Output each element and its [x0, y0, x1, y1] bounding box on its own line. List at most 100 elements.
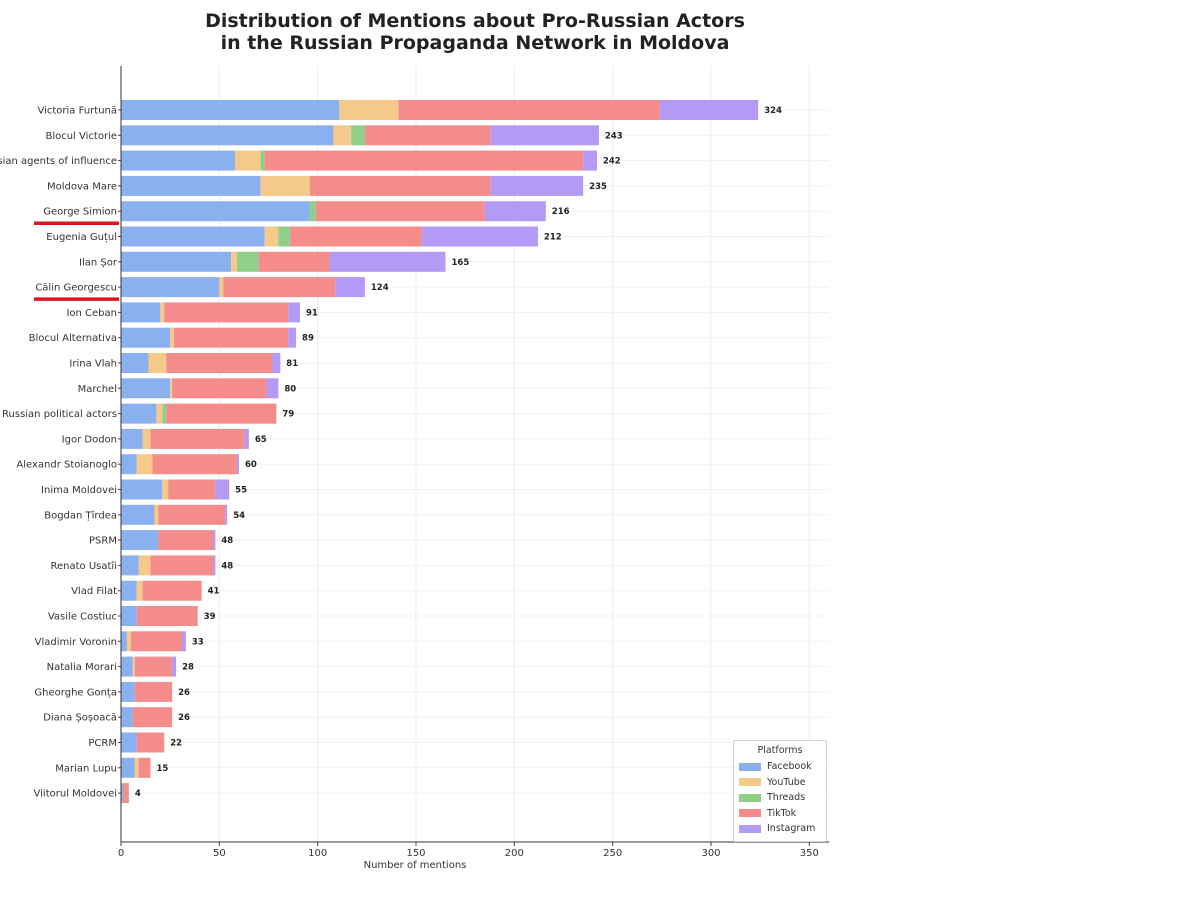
- bar-segment-facebook-george-simion: [121, 201, 310, 222]
- bar-segment-tiktok-natalia-morari: [134, 656, 173, 677]
- bar-total-label: 28: [182, 663, 194, 673]
- bar-segment-tiktok-diana-sosoaca: [132, 707, 173, 728]
- bar-total-label: 48: [221, 536, 233, 546]
- chart-title: Distribution of Mentions about Pro-Russi…: [120, 10, 830, 54]
- bar-total-label: 55: [235, 486, 247, 496]
- bar-segment-instagram-calin-georgescu: [335, 277, 365, 298]
- bar-segment-youtube-russian-political-actors: [156, 403, 163, 424]
- legend-label-youtube: YouTube: [767, 776, 806, 788]
- bar-segment-tiktok-psrm: [158, 530, 214, 551]
- bar-segment-facebook-ilan-sor: [121, 251, 232, 272]
- bar-segment-youtube-moldova-mare: [260, 175, 310, 196]
- bar-segment-threads-blocul-victorie: [351, 125, 365, 146]
- bar-segment-facebook-psrm: [121, 530, 159, 551]
- y-tick-label-gheorghe-gonta: Gheorghe Gonța: [34, 687, 117, 698]
- bar-segment-facebook-blocul-victorie: [121, 125, 334, 146]
- bar-segment-instagram-psrm: [213, 530, 216, 551]
- legend-title: Platforms: [757, 745, 803, 756]
- y-tick-label-vladimir-voronin: Vladimir Voronin: [35, 637, 117, 648]
- bar-segment-youtube-igor-dodon: [142, 428, 151, 449]
- y-tick-label-moldova-mare: Moldova Mare: [47, 181, 117, 192]
- bar-segment-tiktok-gheorghe-gonta: [134, 681, 173, 702]
- bar-segment-tiktok-viitorul-moldovei: [122, 783, 129, 804]
- bar-total-label: 33: [192, 637, 204, 647]
- bar-segment-instagram-blocul-victorie: [490, 125, 599, 146]
- legend-item-threads: Threads: [734, 790, 826, 806]
- bar-segment-facebook-ion-ceban: [121, 302, 161, 323]
- bar-segment-youtube-natalia-morari: [132, 656, 135, 677]
- bar-segment-instagram-inima-moldovei: [215, 479, 230, 500]
- bar-segment-youtube-victoria-furtuna: [339, 100, 399, 120]
- bar-segment-instagram-alexandr-stoianoglo: [237, 454, 239, 475]
- y-tick-label-pcrm: PCRM: [88, 738, 117, 749]
- bar-segment-instagram-renato-usatii: [213, 555, 216, 576]
- legend-label-facebook: Facebook: [767, 761, 812, 773]
- bar-segment-facebook-inima-moldovei: [121, 479, 163, 500]
- bar-segment-tiktok-bogdan-tirdea: [158, 504, 226, 525]
- legend-swatch-threads: [739, 793, 761, 802]
- bar-segment-threads-ilan-sor: [237, 251, 259, 272]
- bar-segment-facebook-alexandr-stoianoglo: [121, 454, 137, 475]
- y-tick-label-vlad-filat: Vlad Filat: [71, 586, 117, 597]
- x-tick-label: 100: [308, 848, 327, 859]
- legend-item-instagram: Instagram: [734, 821, 826, 837]
- y-tick-label-marian-lupu: Marian Lupu: [55, 763, 117, 774]
- bar-segment-youtube-calin-georgescu: [219, 277, 224, 298]
- y-tick-label-natalia-morari: Natalia Morari: [47, 662, 117, 673]
- bar-segment-facebook-russian-agents-of-influence: [121, 150, 236, 171]
- bar-segment-youtube-marian-lupu: [134, 757, 139, 778]
- bar-total-label: 60: [245, 460, 257, 470]
- y-tick-label-alexandr-stoianoglo: Alexandr Stoianoglo: [16, 460, 117, 471]
- bar-segment-instagram-igor-dodon: [244, 428, 249, 449]
- y-tick-label-blocul-victorie: Blocul Victorie: [45, 131, 117, 142]
- bar-segment-tiktok-russian-agents-of-influence: [264, 150, 584, 171]
- bar-total-label: 235: [589, 182, 607, 192]
- y-tick-label-vasile-costiuc: Vasile Costiuc: [48, 612, 117, 623]
- bar-segment-tiktok-pcrm: [136, 732, 165, 753]
- bar-segment-instagram-moldova-mare: [490, 175, 584, 196]
- y-tick-label-igor-dodon: Igor Dodon: [62, 434, 117, 445]
- bar-segment-facebook-igor-dodon: [121, 428, 143, 449]
- bar-segment-tiktok-vasile-costiuc: [136, 606, 198, 626]
- bar-segment-instagram-victoria-furtuna: [659, 100, 759, 120]
- bar-segment-tiktok-calin-georgescu: [223, 277, 336, 298]
- legend-item-facebook: Facebook: [734, 759, 826, 775]
- bar-total-label: 26: [178, 688, 190, 698]
- bar-segment-facebook-irina-vlah: [121, 353, 149, 373]
- bar-segment-facebook-eugenia-gutul: [121, 226, 265, 247]
- x-tick-label: 200: [505, 848, 524, 859]
- bar-segment-youtube-inima-moldovei: [162, 479, 169, 500]
- bar-segment-threads-george-simion: [309, 201, 316, 222]
- bar-segment-tiktok-ilan-sor: [258, 251, 330, 272]
- bar-segment-facebook-calin-georgescu: [121, 277, 220, 298]
- x-axis-label: Number of mentions: [364, 860, 467, 871]
- bar-total-label: 48: [221, 561, 233, 571]
- bar-segment-tiktok-eugenia-gutul: [290, 226, 422, 247]
- bar-segment-instagram-natalia-morari: [172, 656, 177, 677]
- bar-segment-tiktok-ion-ceban: [164, 302, 289, 323]
- bar-total-label: 89: [302, 334, 314, 344]
- bar-segment-threads-eugenia-gutul: [278, 226, 291, 247]
- bar-segment-facebook-viitorul-moldovei: [121, 783, 123, 804]
- bar-segment-instagram-blocul-alternativa: [288, 327, 297, 348]
- y-tick-label-irina-vlah: Irina Vlah: [69, 359, 117, 370]
- bar-segment-youtube-alexandr-stoianoglo: [136, 454, 153, 475]
- legend-label-tiktok: TikTok: [767, 807, 797, 819]
- y-tick-label-diana-sosoaca: Diana Șoșoacă: [43, 713, 117, 724]
- bar-segment-facebook-bogdan-tirdea: [121, 504, 155, 525]
- bar-segment-youtube-ilan-sor: [231, 251, 238, 272]
- bar-segment-facebook-victoria-furtuna: [121, 100, 340, 120]
- bar-total-label: 165: [452, 258, 470, 268]
- bar-segment-facebook-blocul-alternativa: [121, 327, 171, 348]
- bar-segment-tiktok-vladimir-voronin: [130, 631, 182, 652]
- bar-total-label: 91: [306, 308, 318, 318]
- bar-segment-tiktok-blocul-victorie: [364, 125, 491, 146]
- y-tick-label-ilan-sor: Ilan Șor: [79, 257, 118, 268]
- bar-segment-facebook-pcrm: [121, 732, 137, 753]
- bar-segment-threads-russian-agents-of-influence: [260, 150, 265, 171]
- bar-segment-youtube-renato-usatii: [138, 555, 151, 576]
- bar-segment-instagram-irina-vlah: [272, 353, 281, 373]
- bar-total-label: 79: [282, 410, 294, 420]
- bar-segment-facebook-vlad-filat: [121, 580, 137, 601]
- bar-total-label: 81: [286, 359, 298, 369]
